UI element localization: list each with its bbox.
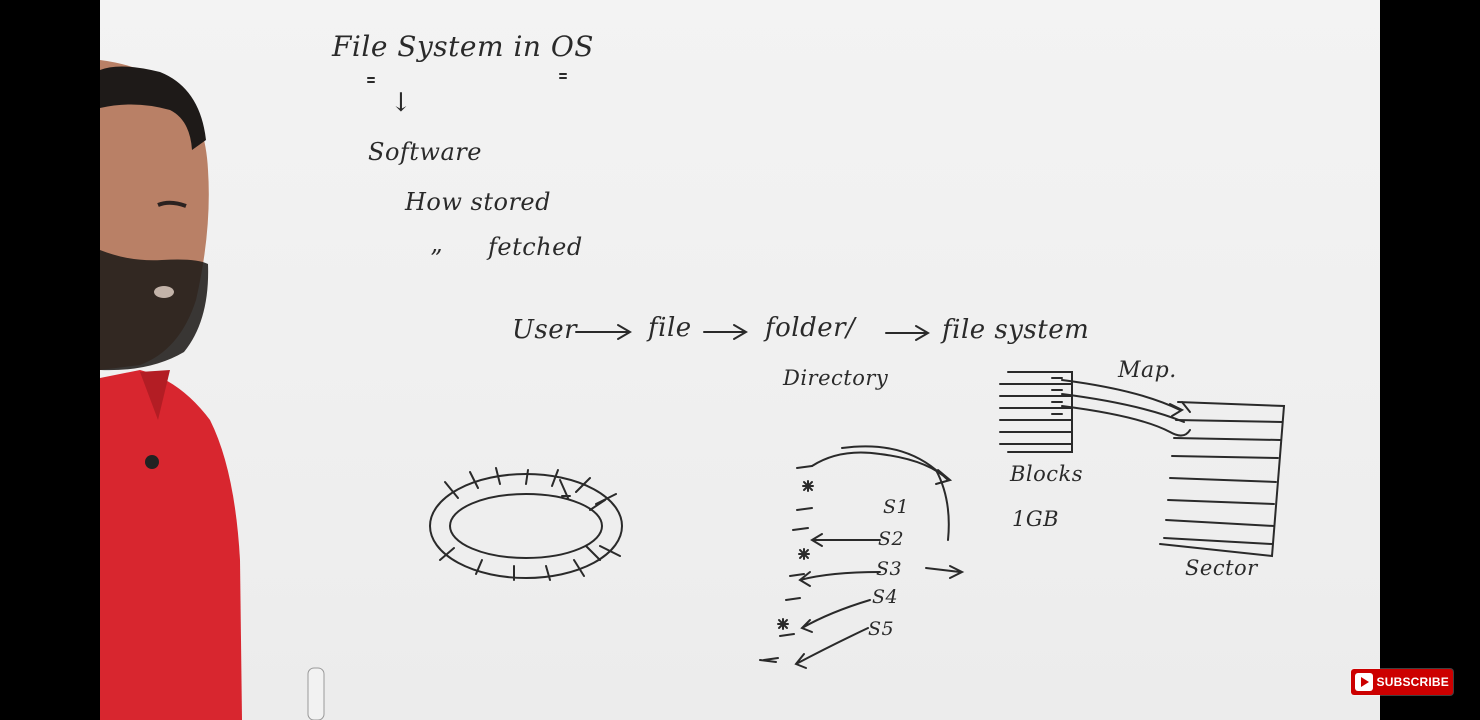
presenter-figure [100,60,325,720]
subscribe-button[interactable]: SUBSCRIBE [1351,669,1453,695]
flow-file-system: file system [942,315,1090,345]
segment-label: S1 [883,496,910,518]
flow-arrow-3 [885,325,930,341]
segment-label: S4 [872,586,899,608]
flow-file: file [648,313,692,343]
board-how-stored: How stored [405,188,551,216]
flow-directory: Directory [783,366,889,390]
flow-arrow-2 [703,324,748,340]
presenter-hair [100,66,206,150]
board-title: File System in OS [332,30,594,63]
flow-user: User [512,315,578,345]
map-arrows-drawing [1061,379,1191,437]
flow-arrow-1 [575,324,632,340]
presenter-collar [140,370,170,420]
sector-table-drawing [1159,401,1286,558]
presenter-beard [100,250,209,371]
flow-folder: folder/ [765,313,856,343]
marker-pen [307,667,325,720]
title-underline-marks [367,73,567,83]
sector-label: Sector [1185,556,1258,580]
segment-label: S5 [868,618,895,640]
disk-platter-drawing [429,467,623,581]
microphone-icon [145,455,159,469]
board-drawings [367,73,1286,669]
board-ditto-mark: ” [430,245,443,273]
board-fetched: fetched [488,233,583,261]
blocks-table-drawing [999,371,1073,453]
size-label: 1GB [1012,507,1060,531]
presenter-mouth [154,286,174,298]
board-software: Software [368,138,482,166]
play-icon [1355,673,1373,691]
blocks-label: Blocks [1010,462,1084,486]
segment-list-drawing [759,445,965,669]
map-label: Map. [1118,358,1177,383]
segment-label: S3 [876,558,903,580]
segment-label: S2 [878,528,905,550]
subscribe-label: SUBSCRIBE [1376,675,1449,689]
presenter-shirt [100,370,242,720]
video-frame-whiteboard: File System in OS ↓ Software How stored … [100,0,1380,720]
board-down-arrow: ↓ [390,88,413,118]
